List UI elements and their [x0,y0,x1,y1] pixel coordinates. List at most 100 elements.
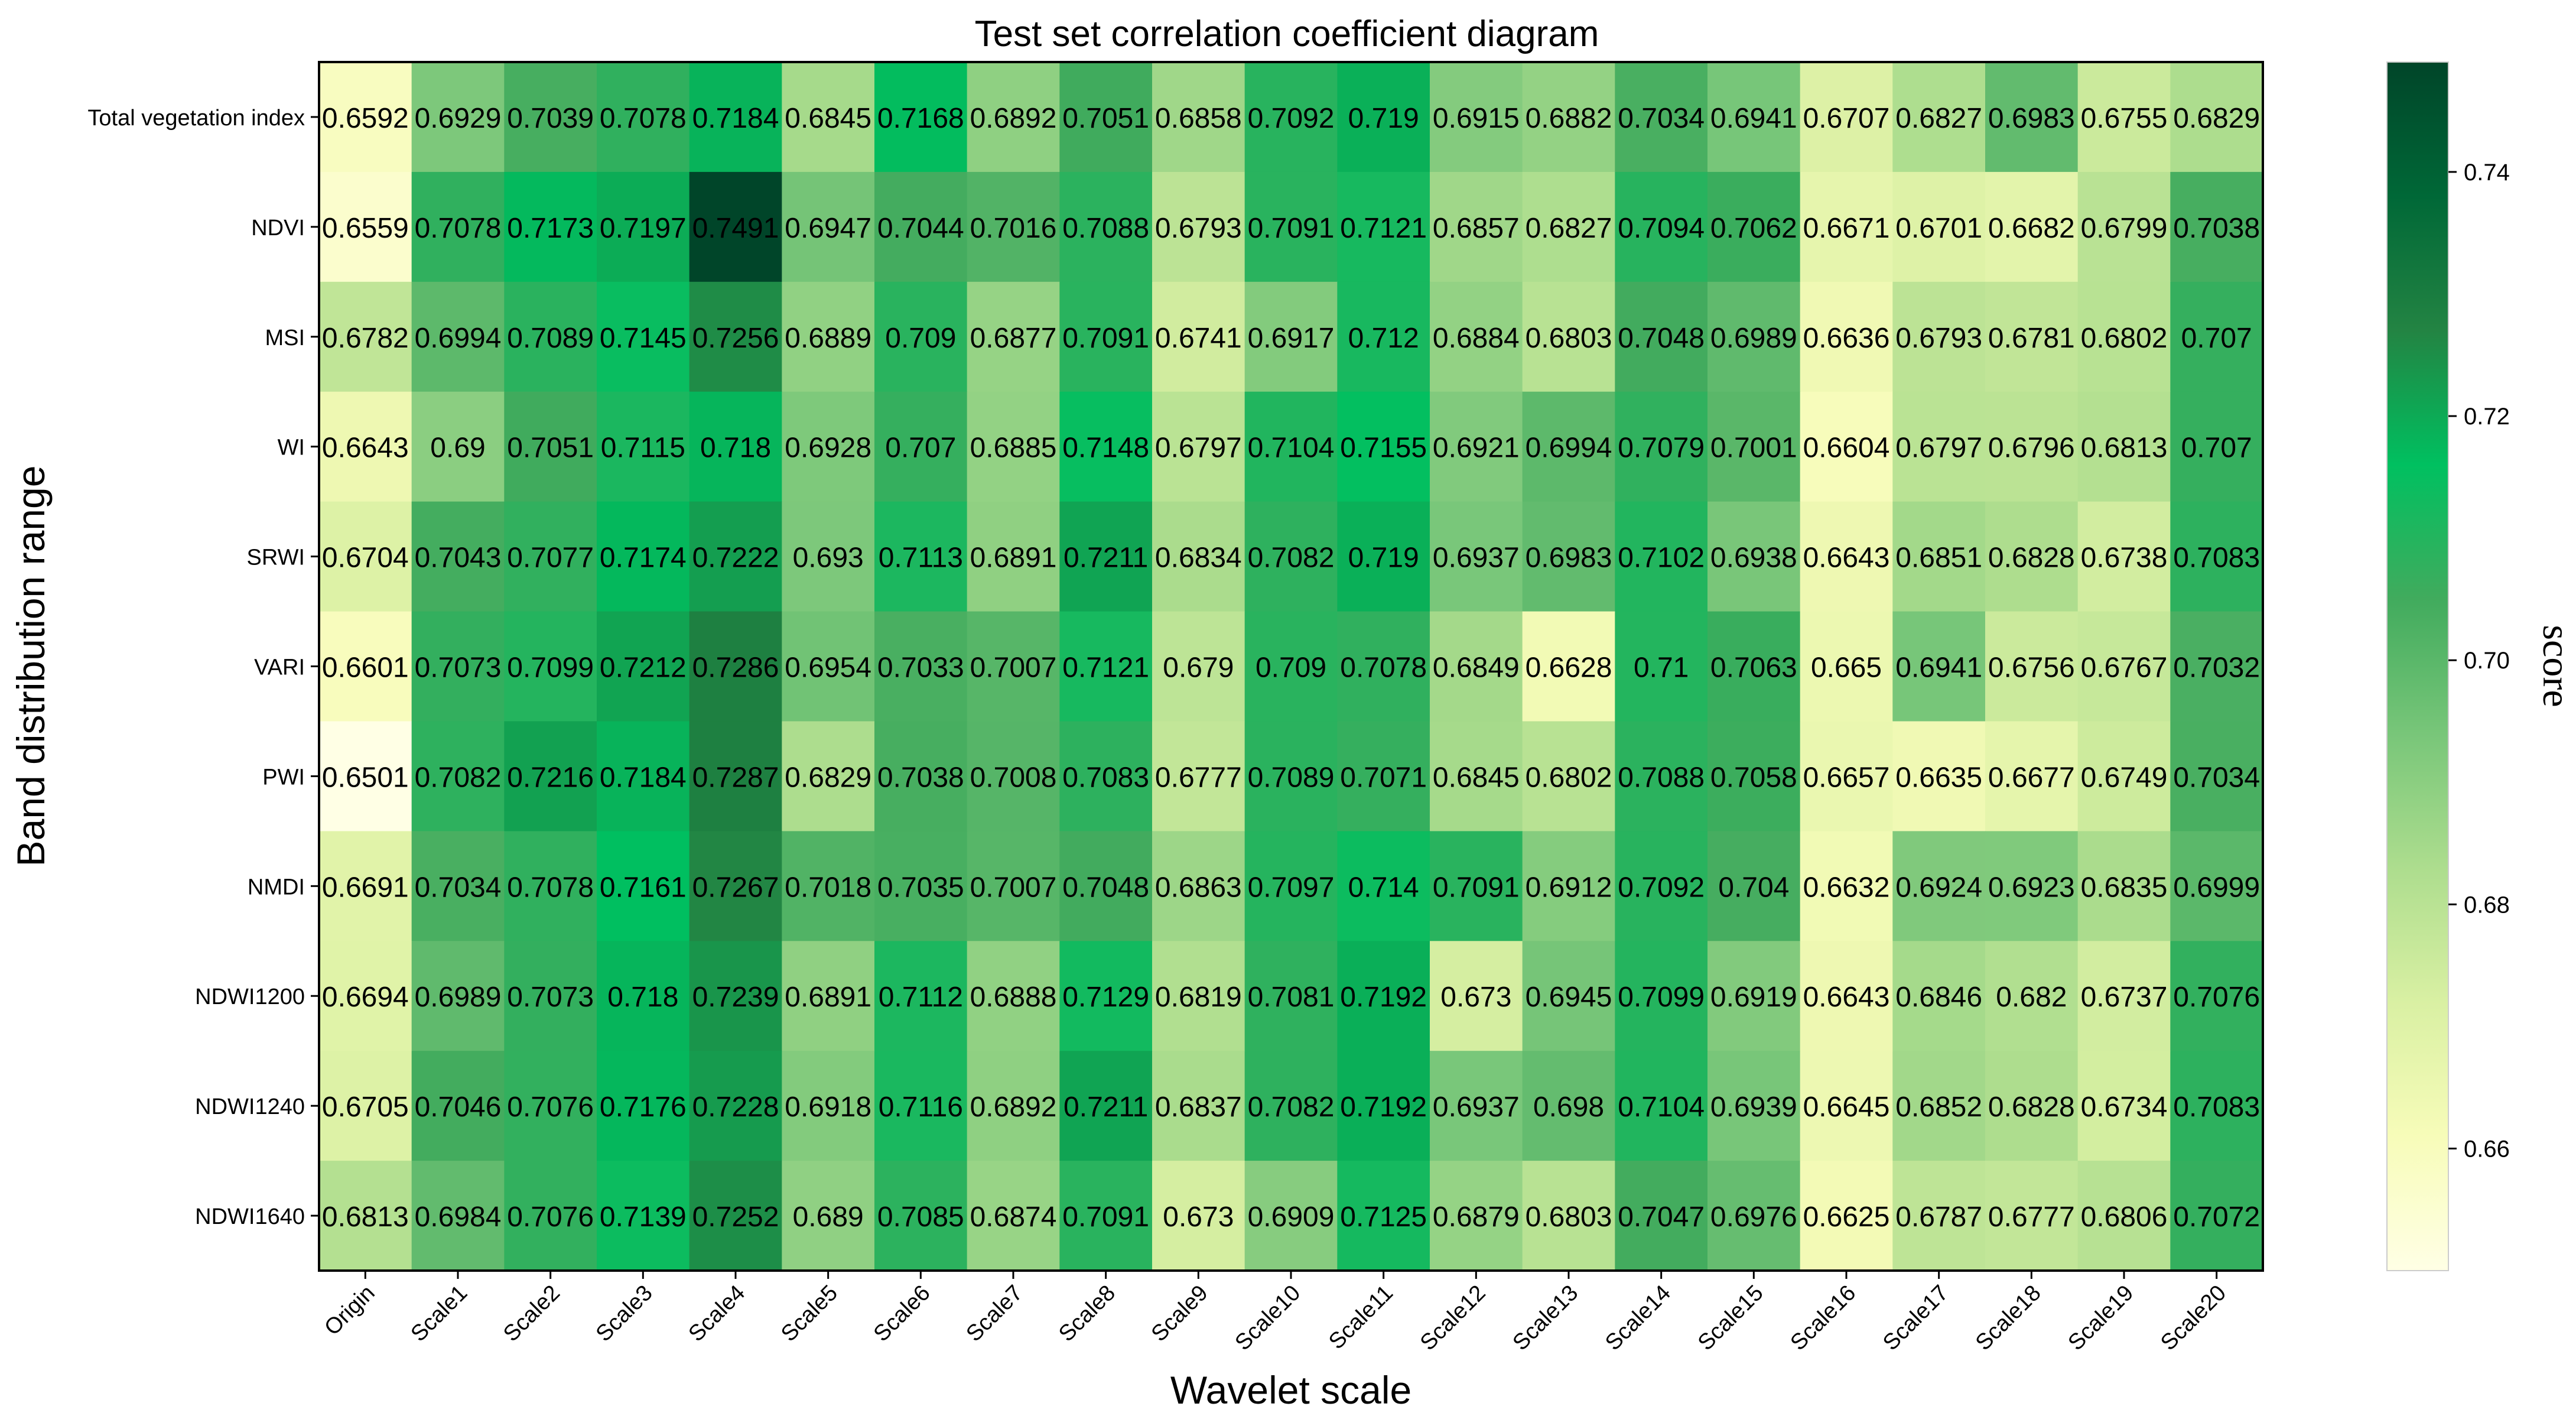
heatmap-cell [1522,1051,1616,1161]
cell-value-label: 0.6827 [1895,103,1982,134]
cell-value-label: 0.6989 [1710,323,1797,354]
cell-value-label: 0.709 [885,323,956,354]
heatmap-cell [1430,391,1523,502]
cell-value-label: 0.6937 [1433,1092,1520,1123]
cell-value-label: 0.7078 [415,213,502,244]
cell-value-label: 0.6891 [970,543,1057,574]
heatmap-cell [1892,62,1986,173]
heatmap-cell [504,62,597,173]
heatmap-cell [1985,721,2079,832]
cell-value-label: 0.7116 [879,1092,963,1123]
heatmap-cell [689,941,783,1051]
cell-value-label: 0.7082 [415,762,502,793]
cell-value-label: 0.6796 [1988,433,2075,464]
heatmap-cell [1615,941,1708,1051]
x-tick-label: Scale10 [1231,1281,1306,1356]
cell-value-label: 0.6884 [1433,323,1520,354]
cell-value-label: 0.6889 [785,323,871,354]
cell-value-label: 0.7192 [1340,982,1427,1013]
cell-value-label: 0.6858 [1155,103,1242,134]
x-tick-label: Scale20 [2156,1281,2231,1356]
heatmap-cell [2077,611,2171,722]
cell-value-label: 0.7039 [507,103,594,134]
cell-value-label: 0.6677 [1988,762,2075,793]
cell-value-label: 0.6734 [2081,1092,2168,1123]
cell-value-label: 0.6802 [1526,762,1612,793]
cell-value-label: 0.6984 [415,1201,502,1233]
cell-value-label: 0.6797 [1155,433,1242,464]
heatmap-cell [504,831,597,942]
cell-value-label: 0.707 [2181,433,2252,464]
cell-value-label: 0.7078 [1340,652,1427,684]
heatmap-cell [1059,1051,1153,1161]
cell-value-label: 0.7038 [2173,213,2260,244]
heatmap-cell [1430,941,1523,1051]
cell-value-label: 0.6937 [1433,543,1520,574]
heatmap-cell [1707,391,1801,502]
heatmap-values: 0.6592 0.6929 0.7039 0.7078 0.7184 0.6845 0.71… [322,103,2260,1233]
heatmap-cell [1522,831,1616,942]
heatmap-cell [2077,1051,2171,1161]
heatmap-cell [1707,171,1801,282]
cell-value-label: 0.6938 [1710,543,1797,574]
cell-value-label: 0.7145 [600,323,687,354]
cell-value-label: 0.6989 [415,982,502,1013]
heatmap-cell [2077,391,2171,502]
cell-value-label: 0.6643 [1803,543,1890,574]
cell-value-label: 0.7089 [507,323,594,354]
heatmap-cell [1337,721,1430,832]
heatmap-cell [1337,1051,1430,1161]
cell-value-label: 0.7216 [507,762,594,793]
cell-value-label: 0.7073 [507,982,594,1013]
cell-value-label: 0.7174 [600,543,687,574]
cell-value-label: 0.69 [430,433,485,464]
heatmap-cell [597,501,690,612]
heatmap-cell [689,171,783,282]
cell-value-label: 0.6857 [1433,213,1520,244]
heatmap-cell [1707,831,1801,942]
heatmap-cell [1892,501,1986,612]
cell-value-label: 0.7083 [2173,543,2260,574]
heatmap-cell [1800,171,1894,282]
heatmap-cell [411,62,505,173]
x-tick-label: Scale18 [1971,1281,2046,1356]
heatmap-cell [319,721,412,832]
heatmap-cell [1152,501,1245,612]
heatmap-cell [504,721,597,832]
cell-value-label: 0.7184 [692,103,779,134]
cell-value-label: 0.7044 [877,213,964,244]
heatmap-cell [504,611,597,722]
x-axis-label: Wavelet scale [1170,1368,1411,1412]
cell-value-label: 0.6601 [322,652,409,684]
x-tick-label: Scale2 [499,1281,565,1347]
heatmap-cell [411,1051,505,1161]
cell-value-label: 0.6501 [322,762,409,793]
cell-value-label: 0.6923 [1988,872,2075,903]
heatmap-cell [967,501,1061,612]
cell-value-label: 0.7222 [692,543,779,574]
y-tick-label: Total vegetation index [87,106,305,131]
cell-value-label: 0.7256 [692,323,779,354]
heatmap-cell [1152,1051,1245,1161]
heatmap-cell [1152,281,1245,392]
cell-value-label: 0.7092 [1618,872,1705,903]
colorbar-tick-label: 0.70 [2464,648,2510,674]
heatmap-cell [1707,721,1801,832]
cell-value-label: 0.6892 [970,1092,1057,1123]
cell-value-label: 0.7129 [1062,982,1149,1013]
heatmap-cell [1244,1161,1338,1271]
y-tick-label: NMDI [248,875,305,899]
heatmap-cell [1430,281,1523,392]
cell-value-label: 0.7083 [1062,762,1149,793]
heatmap-cell [411,941,505,1051]
heatmap-cell [1892,831,1986,942]
x-tick-label: Scale8 [1054,1281,1120,1347]
cell-value-label: 0.7252 [692,1201,779,1233]
heatmap-cell [1522,721,1616,832]
heatmap-cell [1985,941,2079,1051]
colorbar-tick-label: 0.66 [2464,1136,2510,1162]
heatmap-cell [1430,1161,1523,1271]
heatmap-cell [504,1051,597,1161]
heatmap-cell [782,391,875,502]
